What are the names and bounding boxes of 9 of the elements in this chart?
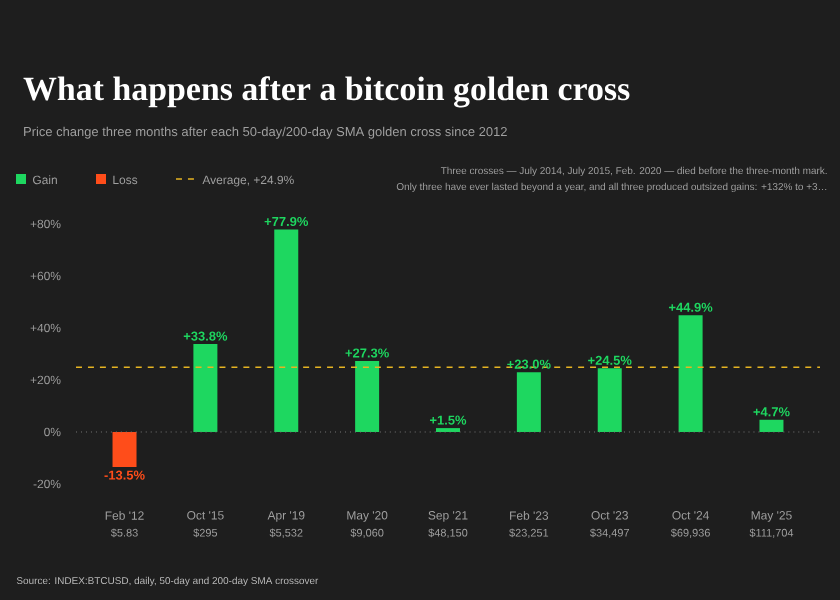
bar: [759, 419, 784, 432]
bar: [193, 344, 218, 432]
bar: [516, 372, 541, 432]
bar: [678, 315, 703, 432]
bar: [597, 368, 622, 432]
bar: [274, 229, 299, 432]
bar: [355, 361, 380, 432]
chart-title: What happens after a bitcoin golden cross: [23, 76, 630, 108]
bar: [112, 431, 137, 468]
